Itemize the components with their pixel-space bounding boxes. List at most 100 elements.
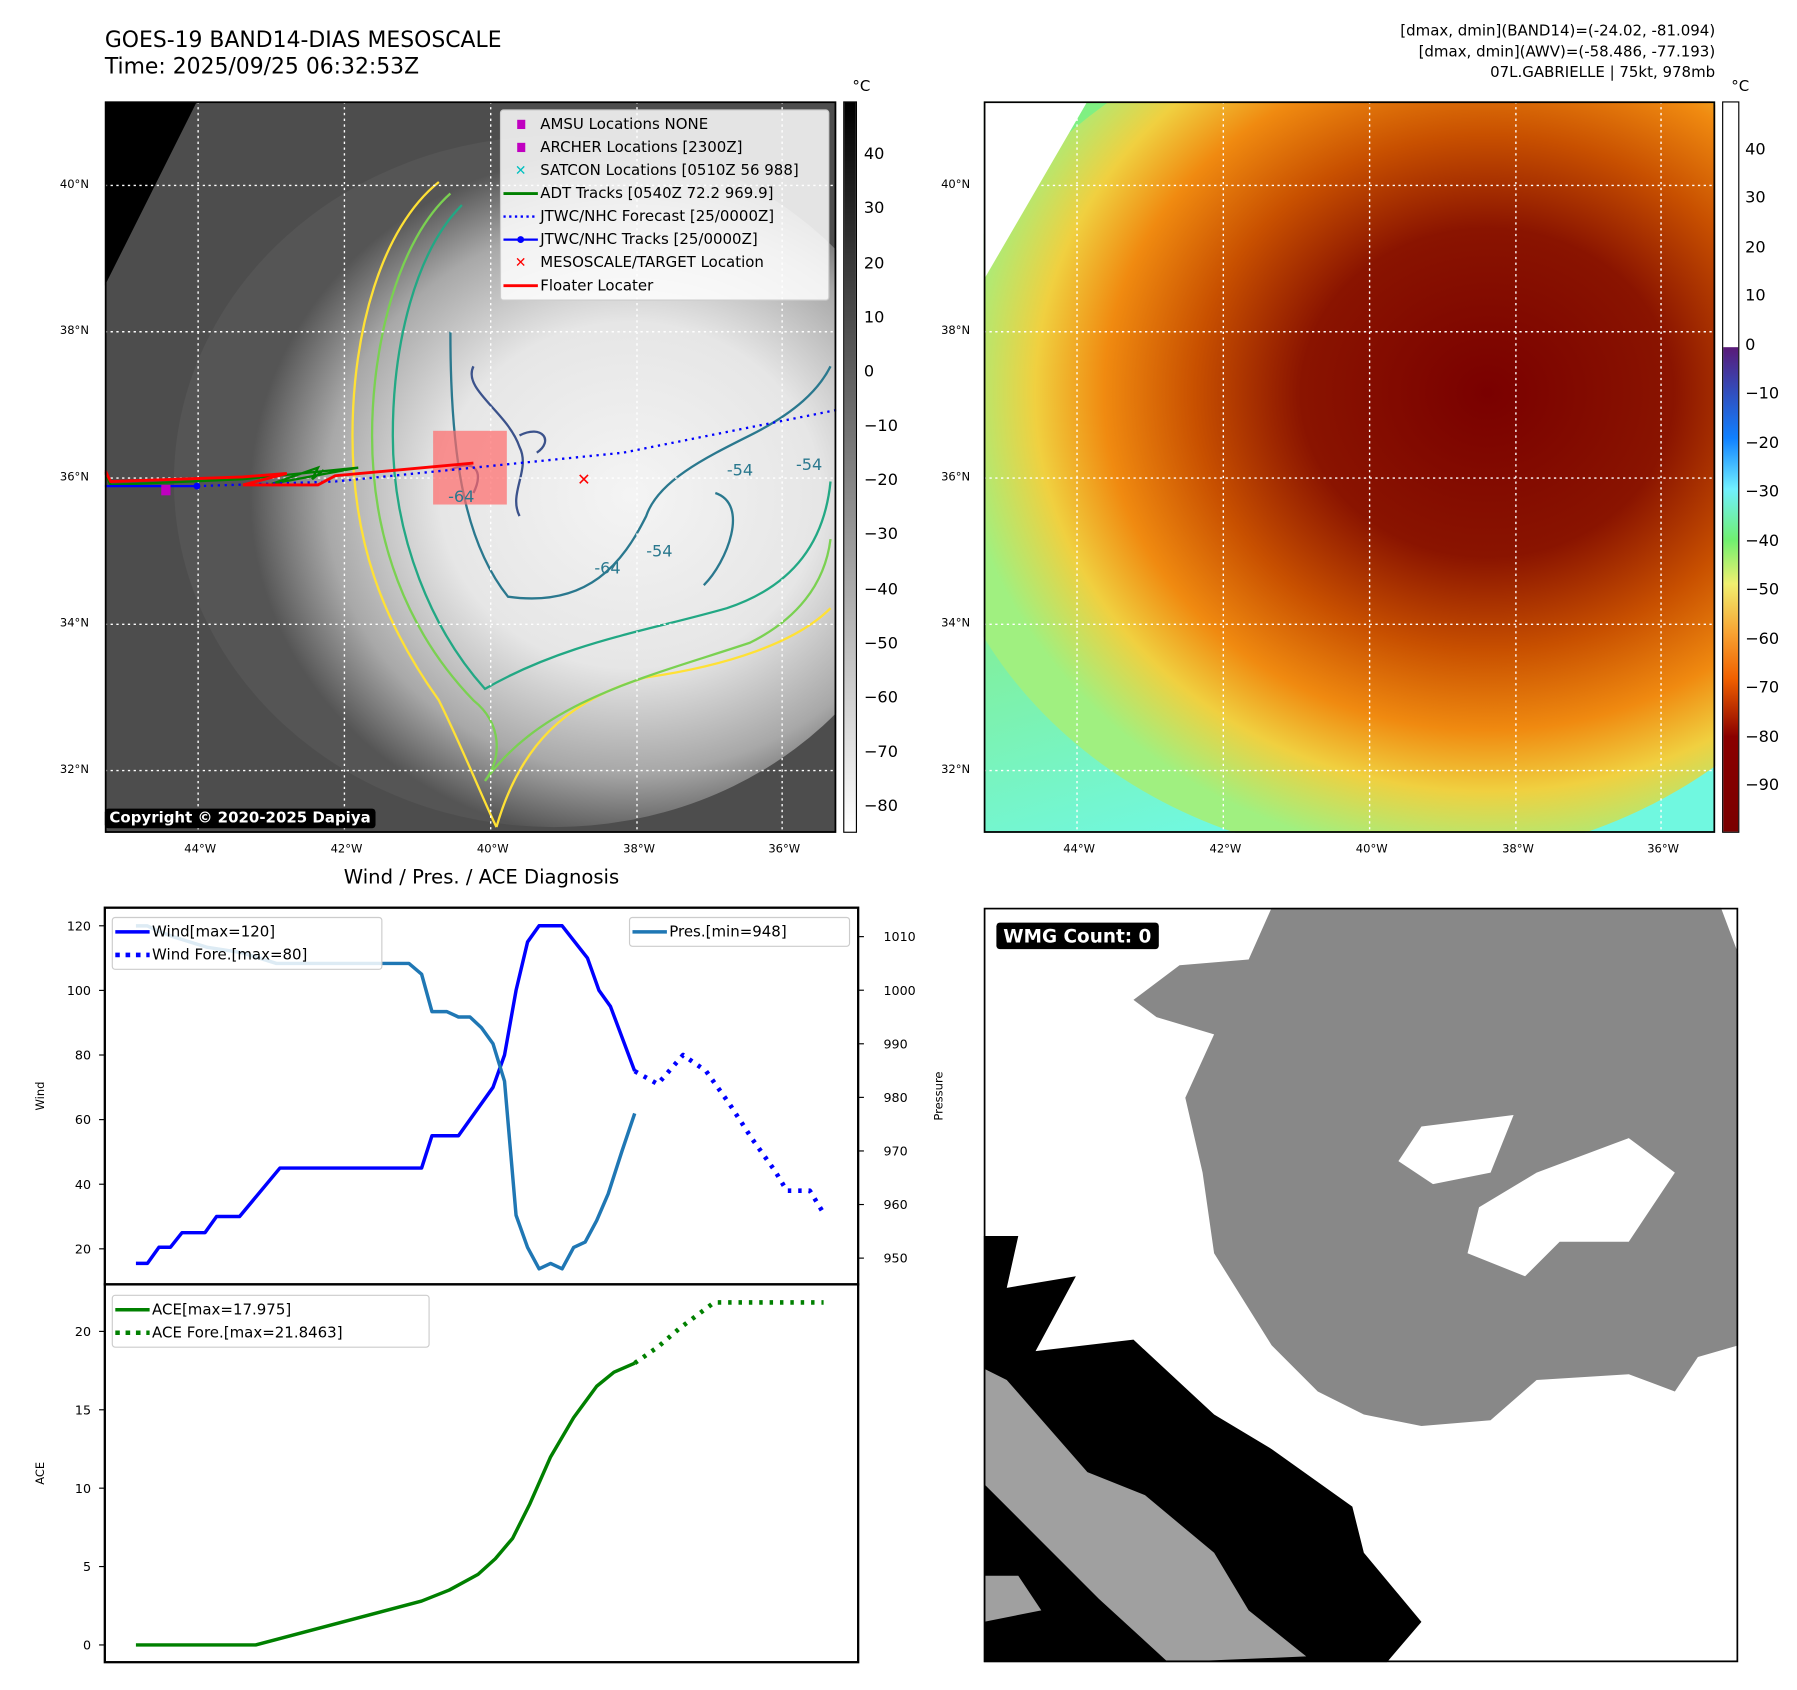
y2-tick-label: 960 bbox=[884, 1197, 908, 1212]
stats-awv: [dmax, dmin](AWV)=(-58.486, -77.193) bbox=[1418, 43, 1716, 62]
y-axis-label: ACE bbox=[33, 1462, 47, 1485]
lon-label: 44°W bbox=[1063, 843, 1096, 856]
legend-item-ace-forecast: ACE Fore.[max=21.8463] bbox=[113, 1321, 429, 1344]
series-line-ace bbox=[135, 1361, 636, 1647]
archer-location-marker bbox=[161, 484, 171, 496]
legend-item: ARCHER Locations [2300Z] bbox=[501, 136, 828, 159]
lon-label: 38°W bbox=[623, 843, 655, 856]
colorbar-tick-label: −80 bbox=[863, 797, 898, 816]
colorbar-tick-label: −60 bbox=[1745, 629, 1780, 648]
lat-label: 32°N bbox=[941, 763, 971, 777]
colorbar-tick-label: 10 bbox=[1745, 286, 1766, 306]
colorbar-tick-label: −60 bbox=[863, 688, 898, 708]
series-line-pres- bbox=[135, 924, 637, 1271]
dry-moist-region bbox=[983, 101, 1716, 833]
y-tick-label: 60 bbox=[75, 1112, 91, 1127]
dotted-line-icon bbox=[113, 951, 152, 958]
wmg-clear-pocket bbox=[1398, 1115, 1514, 1185]
legend-marker-icon bbox=[501, 119, 540, 130]
lon-label: 42°W bbox=[330, 843, 363, 856]
colorbar2-unit: °C bbox=[1731, 78, 1750, 96]
y2-tick-label: 950 bbox=[884, 1251, 908, 1266]
map-frame bbox=[104, 101, 837, 833]
colorbar-tick-label: 10 bbox=[863, 308, 885, 327]
floater-locater bbox=[104, 461, 474, 487]
colorbar-tick-label: −20 bbox=[863, 471, 898, 490]
colorbar-awv bbox=[1722, 101, 1740, 833]
wmg-light-gray-band bbox=[983, 1368, 1307, 1663]
series-line-wind bbox=[135, 924, 637, 1266]
legend-label: AMSU Locations NONE bbox=[540, 115, 709, 134]
legend-item: ADT Tracks [0540Z 72.2 969.9] bbox=[501, 182, 828, 205]
colorbar-tick-label: 30 bbox=[863, 199, 885, 219]
wind-legend: Wind[max=120] Wind Fore.[max=80] bbox=[111, 916, 383, 970]
legend-item: JTWC/NHC Forecast [25/0000Z] bbox=[501, 205, 828, 228]
colorbar1-unit: °C bbox=[852, 78, 871, 96]
legend-item-ace: ACE[max=17.975] bbox=[113, 1298, 429, 1321]
y-tick-label: 20 bbox=[75, 1241, 91, 1256]
y2-tick-label: 990 bbox=[884, 1036, 908, 1051]
legend-marker-icon: ✕ bbox=[514, 254, 527, 271]
y-tick-label: 100 bbox=[67, 983, 91, 998]
legend-label: Wind[max=120] bbox=[152, 923, 276, 941]
legend-marker-icon bbox=[501, 142, 540, 153]
lon-label: 42°W bbox=[1209, 843, 1242, 856]
dotted-line-icon bbox=[113, 1329, 152, 1336]
legend-label: Wind Fore.[max=80] bbox=[152, 946, 308, 964]
legend-item-pressure: Pres.[min=948] bbox=[630, 920, 849, 943]
legend-item: JTWC/NHC Tracks [25/0000Z] bbox=[501, 228, 828, 251]
legend-label: ACE[max=17.975] bbox=[152, 1301, 292, 1319]
colorbar-tick-label: −40 bbox=[863, 580, 898, 599]
y-tick-label: 80 bbox=[75, 1048, 91, 1063]
map-frame bbox=[983, 101, 1716, 833]
wmg-frame bbox=[983, 907, 1739, 1663]
y2-tick-label: 1010 bbox=[884, 929, 916, 944]
chart-title: Wind / Pres. / ACE Diagnosis bbox=[343, 866, 620, 890]
colorbar-tick-label: 40 bbox=[863, 145, 885, 164]
pressure-legend: Pres.[min=948] bbox=[628, 916, 851, 947]
awv-map bbox=[983, 101, 1716, 833]
legend-item-wind: Wind[max=120] bbox=[113, 920, 381, 943]
y-tick-label: 20 bbox=[75, 1324, 91, 1339]
legend-label: Pres.[min=948] bbox=[669, 923, 787, 941]
colorbar-band14 bbox=[843, 101, 858, 833]
storm-info: 07L.GABRIELLE | 75kt, 978mb bbox=[1490, 64, 1716, 82]
legend-label: ARCHER Locations [2300Z] bbox=[540, 138, 743, 157]
colorbar-tick-label: −80 bbox=[1745, 727, 1780, 746]
colorbar-tick-label: −10 bbox=[863, 417, 898, 436]
legend-marker-icon: ✕ bbox=[514, 162, 527, 179]
legend-label: SATCON Locations [0510Z 56 988] bbox=[540, 161, 799, 180]
lat-label: 32°N bbox=[59, 763, 89, 777]
contour-label: -64 bbox=[594, 559, 620, 578]
target-location-icon: ✕ bbox=[577, 470, 590, 489]
legend-label: ADT Tracks [0540Z 72.2 969.9] bbox=[540, 184, 774, 203]
colorbar-tick-label: −40 bbox=[1745, 531, 1780, 551]
legend-item: ✕ SATCON Locations [0510Z 56 988] bbox=[501, 159, 828, 182]
colorbar-tick-label: 0 bbox=[863, 362, 875, 382]
legend-label: ACE Fore.[max=21.8463] bbox=[152, 1324, 343, 1342]
y2-tick-label: 980 bbox=[884, 1090, 908, 1105]
y-tick-label: 5 bbox=[83, 1559, 91, 1574]
y-tick-label: 0 bbox=[83, 1638, 91, 1653]
legend-marker-icon bbox=[501, 235, 540, 244]
lat-label: 34°N bbox=[941, 617, 971, 631]
lat-label: 40°N bbox=[941, 178, 971, 192]
y2-axis-label: Pressure bbox=[931, 1071, 945, 1120]
lon-label: 40°W bbox=[476, 843, 509, 856]
colorbar-tick-label: 40 bbox=[1745, 139, 1766, 159]
contour-label: -54 bbox=[796, 455, 822, 474]
wmg-light-gray-band bbox=[983, 1575, 1042, 1622]
contour-label: -54 bbox=[727, 461, 753, 480]
y-tick-label: 40 bbox=[75, 1177, 91, 1192]
wmg-panel bbox=[983, 907, 1739, 1663]
lat-label: 36°N bbox=[59, 471, 89, 484]
colorbar-tick-label: −50 bbox=[1745, 580, 1780, 600]
colorbar-tick-label: −10 bbox=[1745, 384, 1780, 404]
lat-label: 34°N bbox=[59, 617, 89, 631]
legend-item-wind-forecast: Wind Fore.[max=80] bbox=[113, 943, 381, 966]
colorbar-tick-label: −70 bbox=[863, 743, 898, 762]
gridlines bbox=[983, 101, 1716, 833]
figure-time: Time: 2025/09/25 06:32:53Z bbox=[104, 54, 420, 80]
colorbar-tick-label: −30 bbox=[863, 525, 898, 545]
